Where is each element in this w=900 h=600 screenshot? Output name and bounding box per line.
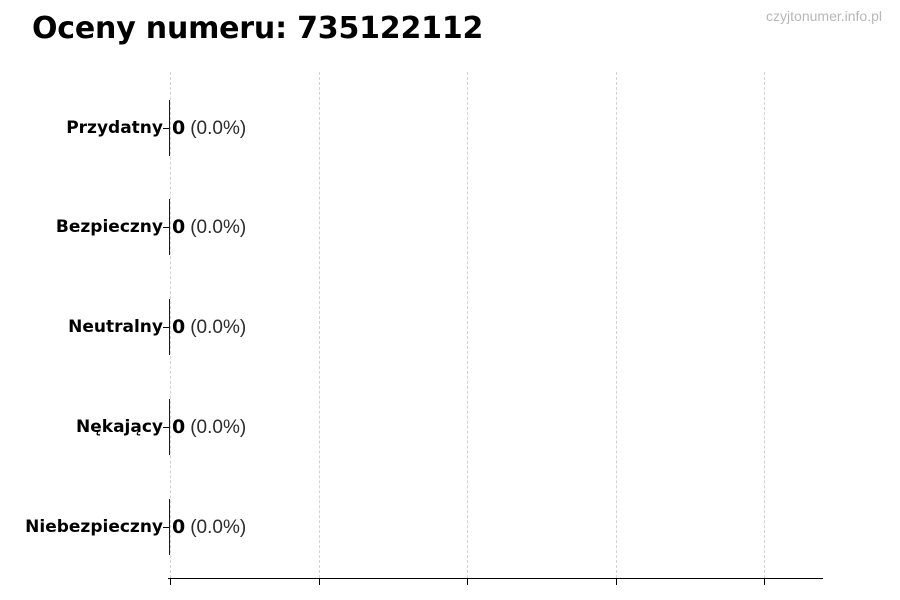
value-annotation-przydatny: 0 (0.0%) <box>172 116 246 141</box>
category-label-przydatny: Przydatny <box>66 118 163 138</box>
value-annotation-bezpieczny: 0 (0.0%) <box>172 215 246 240</box>
page-title: Oceny numeru: 735122112 <box>32 11 484 46</box>
value-annotation-niebezpieczny: 0 (0.0%) <box>172 515 246 540</box>
category-label-bezpieczny: Bezpieczny <box>55 217 163 237</box>
value-percent: (0.0%) <box>190 317 247 338</box>
value-annotation-neutralny: 0 (0.0%) <box>172 315 246 340</box>
value-percent: (0.0%) <box>190 217 247 238</box>
y-axis-tick-3 <box>163 427 170 428</box>
y-axis-tick-0 <box>163 128 170 129</box>
x-axis-tick-3 <box>616 578 617 585</box>
value-count: 0 <box>172 117 186 139</box>
bar-przydatny <box>169 100 170 156</box>
x-axis-tick-1 <box>319 578 320 585</box>
gridline-1 <box>319 72 320 578</box>
x-axis-spine <box>168 578 823 579</box>
category-label-niebezpieczny: Niebezpieczny <box>25 517 163 537</box>
bar-niebezpieczny <box>169 499 170 555</box>
y-axis-tick-4 <box>163 527 170 528</box>
value-percent: (0.0%) <box>190 517 247 538</box>
bar-bezpieczny <box>169 199 170 255</box>
bar-neutralny <box>169 299 170 355</box>
gridline-3 <box>616 72 617 578</box>
x-axis-tick-2 <box>467 578 468 585</box>
y-axis-tick-2 <box>163 327 170 328</box>
value-count: 0 <box>172 316 186 338</box>
value-count: 0 <box>172 216 186 238</box>
bar-nekajacy <box>169 399 170 455</box>
value-count: 0 <box>172 416 186 438</box>
value-percent: (0.0%) <box>190 417 247 438</box>
gridline-2 <box>467 72 468 578</box>
x-axis-tick-4 <box>764 578 765 585</box>
site-watermark: czyjtonumer.info.pl <box>766 8 882 24</box>
category-label-neutralny: Neutralny <box>68 317 163 337</box>
category-label-nekajacy: Nękający <box>76 417 163 437</box>
gridline-4 <box>764 72 765 578</box>
gridline-0 <box>170 72 171 578</box>
y-axis-tick-1 <box>163 227 170 228</box>
x-axis-tick-0 <box>170 578 171 585</box>
value-percent: (0.0%) <box>190 118 247 139</box>
plot-area <box>170 72 823 578</box>
value-count: 0 <box>172 516 186 538</box>
value-annotation-nekajacy: 0 (0.0%) <box>172 415 246 440</box>
